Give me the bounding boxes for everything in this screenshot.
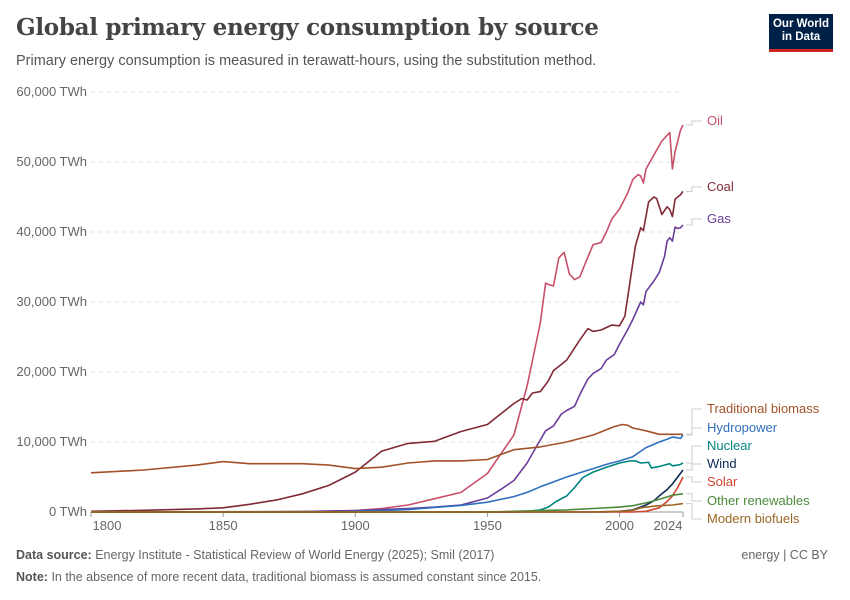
series-line-gas: [90, 224, 684, 513]
series-label-traditional-biomass: Traditional biomass: [707, 401, 820, 416]
series-label-other-renewables: Other renewables: [707, 493, 810, 508]
label-connector: [686, 186, 702, 192]
label-connector: [686, 427, 702, 436]
series-line-modern-biofuels: [91, 502, 684, 513]
label-connector: [686, 408, 702, 435]
series-line-solar: [91, 476, 684, 513]
x-tick-label: 1850: [209, 518, 238, 533]
y-tick-label: 50,000 TWh: [16, 154, 87, 169]
label-connector: [686, 503, 702, 520]
license[interactable]: energy | CC BY: [741, 548, 828, 562]
source-text[interactable]: Energy Institute - Statistical Review of…: [95, 548, 495, 562]
series-line-oil: [91, 124, 684, 513]
source-label: Data source:: [16, 548, 92, 562]
x-tick-label: 2000: [605, 518, 634, 533]
label-connector: [686, 476, 702, 483]
logo-text: Our World in Data: [772, 18, 829, 43]
series-label-wind: Wind: [707, 456, 737, 471]
owid-logo[interactable]: Our World in Data: [769, 14, 833, 52]
note-text: In the absence of more recent data, trad…: [51, 570, 542, 584]
label-connector: [686, 445, 702, 464]
note-label: Note:: [16, 570, 48, 584]
y-tick-label: 40,000 TWh: [16, 224, 87, 239]
series-label-gas: Gas: [707, 211, 731, 226]
series-line-traditional-biomass: [90, 423, 683, 474]
series-label-oil: Oil: [707, 113, 723, 128]
y-tick-label: 10,000 TWh: [16, 434, 87, 449]
note: Note: In the absence of more recent data…: [16, 570, 541, 584]
label-connector: [686, 493, 702, 502]
y-tick-label: 60,000 TWh: [16, 84, 87, 99]
x-tick-label: 1800: [93, 518, 122, 533]
x-tick-label: 2024: [654, 518, 683, 533]
x-tick-label: 1900: [341, 518, 370, 533]
series-label-hydropower: Hydropower: [707, 420, 778, 435]
series-line-wind: [91, 469, 684, 513]
series-label-modern-biofuels: Modern biofuels: [707, 511, 800, 526]
series-line-hydropower: [91, 434, 684, 513]
y-tick-label: 30,000 TWh: [16, 294, 87, 309]
label-connector: [686, 218, 702, 226]
data-source: Data source: Energy Institute - Statisti…: [16, 548, 494, 562]
series-label-nuclear: Nuclear: [707, 438, 752, 453]
label-connector: [686, 463, 702, 471]
series-label-coal: Coal: [707, 179, 734, 194]
series-label-solar: Solar: [707, 474, 738, 489]
y-tick-label: 20,000 TWh: [16, 364, 87, 379]
x-tick-label: 1950: [473, 518, 502, 533]
label-connector: [686, 120, 702, 126]
series-line-nuclear: [91, 460, 684, 513]
y-tick-label: 0 TWh: [49, 504, 87, 519]
chart-subtitle: Primary energy consumption is measured i…: [16, 53, 597, 69]
chart-title: Global primary energy consumption by sou…: [16, 14, 599, 41]
series-line-coal: [90, 190, 684, 513]
line-chart: 0 TWh 10,000 TWh 20,000 TWh 30,000 TWh 40,00…: [16, 84, 820, 533]
